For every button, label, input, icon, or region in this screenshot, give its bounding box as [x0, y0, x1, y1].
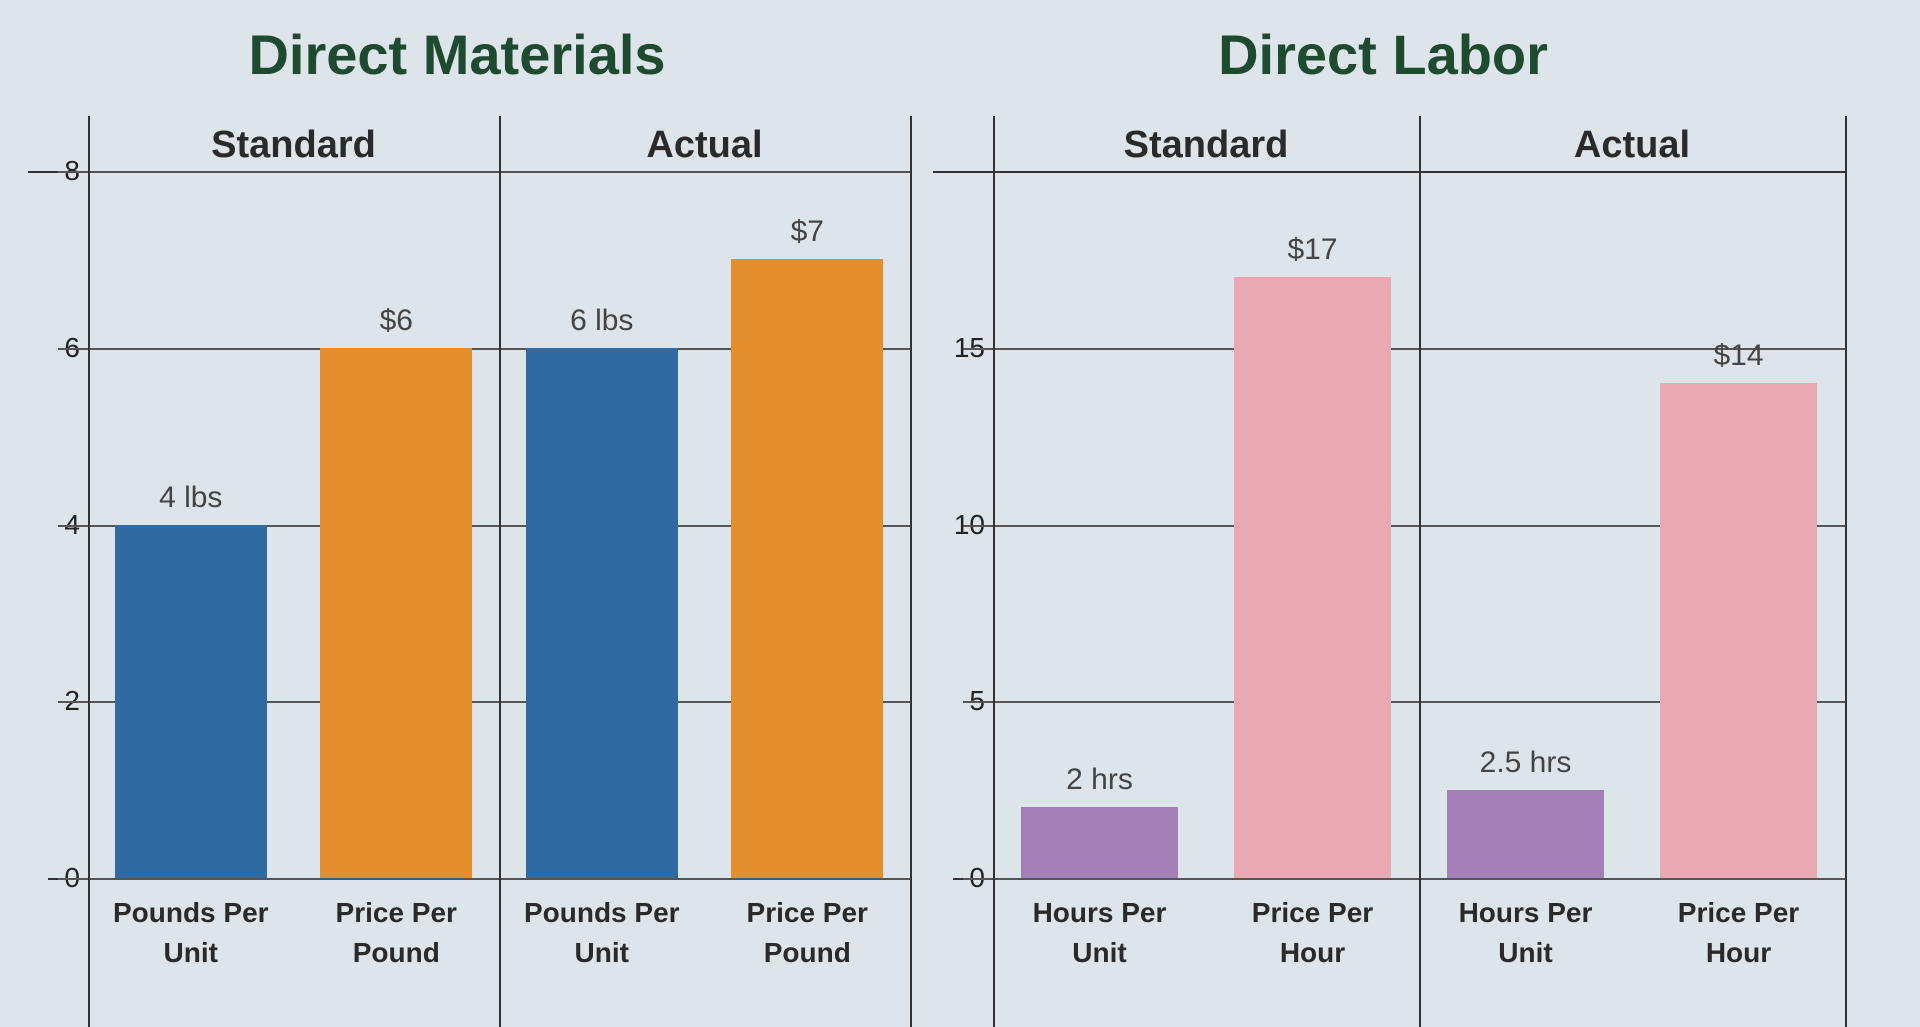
bar: [731, 259, 884, 878]
chart-title: Direct Labor: [1218, 23, 1548, 86]
value-label: 4 lbs: [159, 480, 223, 514]
bar: [1020, 807, 1179, 878]
group-header: Standard: [1123, 124, 1289, 166]
x-tick-label: Hours Per Unit: [1032, 897, 1167, 968]
y-tick-label: 0: [40, 862, 80, 894]
y-tick-label: 15: [953, 331, 985, 363]
grid-line: [963, 347, 1845, 350]
y-tick-label: 10: [953, 508, 985, 540]
value-label: 2.5 hrs: [1479, 745, 1572, 779]
group-header: Actual: [646, 124, 763, 166]
x-tick-label: Price Per Pound: [335, 897, 457, 968]
group-header: Standard: [211, 124, 376, 166]
bar: [525, 347, 678, 878]
y-tick-label: 4: [40, 509, 80, 541]
bar: [1233, 277, 1392, 878]
value-label: $17: [1287, 233, 1338, 267]
y-tick-label: 2: [40, 685, 80, 717]
chart-title: Direct Materials: [248, 23, 666, 86]
value-label: $7: [790, 215, 824, 249]
x-tick-label: Price Per Hour: [1677, 897, 1800, 968]
group-divider: [993, 116, 995, 1027]
y-tick-label: 0: [945, 862, 985, 894]
bar: [1659, 383, 1818, 878]
grid-line: [963, 524, 1845, 527]
grid-line: [58, 171, 910, 173]
group-divider: [88, 116, 90, 1027]
x-tick-label: Hours Per Unit: [1458, 897, 1593, 968]
value-label: $6: [379, 303, 413, 337]
grid-line: [58, 701, 910, 704]
value-label: 2 hrs: [1066, 763, 1133, 797]
plot-top-border: [933, 171, 1845, 173]
value-label: 6 lbs: [570, 303, 634, 337]
grid-line: [58, 524, 910, 527]
right-border: [910, 116, 912, 1027]
grid-line: [58, 347, 910, 350]
y-tick-label: 8: [40, 155, 80, 187]
group-header: Actual: [1573, 124, 1691, 166]
y-tick-label: 6: [40, 332, 80, 364]
grid-line: [963, 878, 1845, 880]
grid-line: [58, 878, 910, 880]
x-tick-label: Price Per Hour: [1251, 897, 1374, 968]
x-tick-label: Pounds Per Unit: [523, 897, 680, 968]
group-divider: [499, 116, 501, 1027]
x-tick-label: Price Per Pound: [746, 897, 868, 968]
bar: [114, 524, 267, 878]
bar: [1446, 789, 1605, 878]
value-label: $14: [1713, 339, 1764, 373]
right-border: [1845, 116, 1847, 1027]
y-tick-label: 5: [945, 685, 985, 717]
bar: [320, 347, 473, 878]
grid-line: [963, 701, 1845, 704]
x-tick-label: Pounds Per Unit: [112, 897, 269, 968]
group-divider: [1419, 116, 1421, 1027]
